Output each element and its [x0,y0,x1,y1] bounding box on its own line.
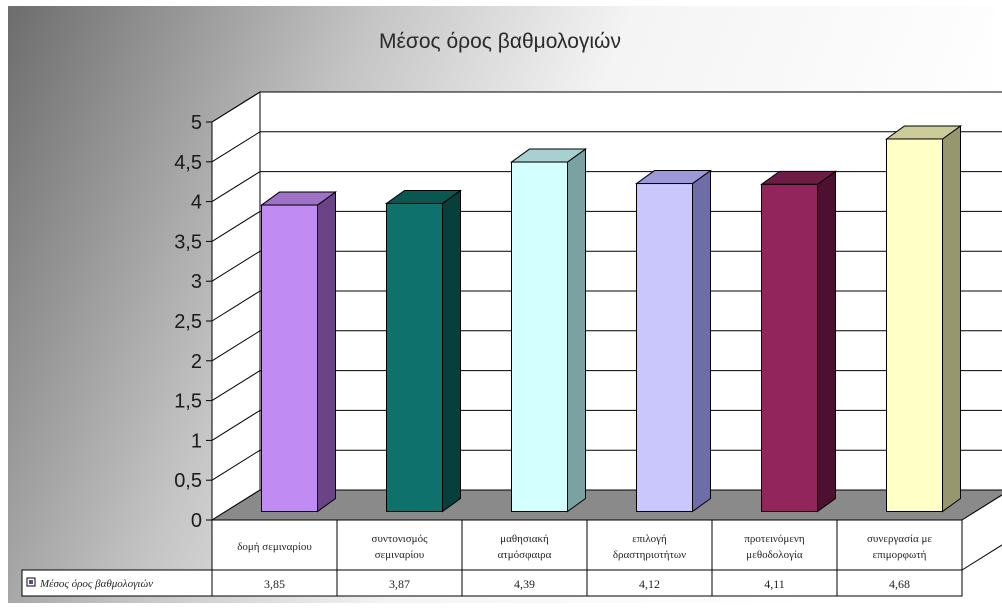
value-label: 4,39 [514,577,535,591]
category-label: δομή σεμιναρίου [237,541,312,553]
bar-front [886,138,943,513]
bar-front [761,183,818,512]
chart-title: Μέσος όρος βαθμολογιών [379,30,621,53]
bar-4 [634,169,713,513]
gridline-side [211,290,261,322]
bar-front [386,202,443,512]
bar-side [817,170,836,513]
gridline-side [211,370,261,402]
bar-front [511,161,568,512]
bar-1 [259,191,338,513]
category-label: συντονισμός [372,533,429,545]
category-label: επιλογή [632,533,667,545]
category-label: προτεινόμενη [744,533,805,545]
gridline-side [211,250,261,282]
series-name: Μέσος όρος βαθμολογιών [39,578,153,590]
y-tick-label: 0,5 [174,470,202,492]
category-label: σεμιναρίου [375,549,425,561]
category-label: δραστηριοτήτων [613,549,686,561]
y-tick-label: 3 [191,271,202,293]
category-label: ατμόσφαιρα [498,549,552,561]
value-label: 4,12 [639,577,660,591]
value-label: 4,11 [764,577,785,591]
y-axis: 0 0,5 1 1,5 2 2,5 3 3,5 4 4,5 5 [174,112,213,532]
category-label: μαθησιακή [500,533,549,545]
gridline-side [211,330,261,362]
y-tick-label: 5 [191,112,202,134]
gridline-side [211,131,261,163]
legend-key-fill [29,580,33,584]
category-label: συνεργασία με [867,533,932,545]
y-tick-label: 1 [191,430,202,452]
category-label: μεθοδολογία [746,549,803,561]
category-label: επιμορφωτή [873,549,927,561]
value-label: 3,87 [389,577,410,591]
gridline-side [211,91,261,123]
data-table: Μέσος όρος βαθμολογιών δομή σεμιναρίου 3,8… [21,494,1002,597]
y-tick-label: 2,5 [174,311,202,333]
gridline-side [211,409,261,441]
gridline-side [211,210,261,242]
y-tick-label: 4 [191,192,202,214]
bar-front [261,204,318,512]
bar-3 [509,148,588,513]
bar-side [692,169,711,513]
y-tick-label: 1,5 [174,391,202,413]
y-tick-label: 0 [191,510,202,532]
value-label: 4,68 [889,577,910,591]
bar-front [636,183,693,512]
table-value-row [21,569,963,597]
bar-side [942,124,961,513]
value-label: 3,85 [264,577,285,591]
bar-6 [884,124,963,513]
y-tick-label: 2 [191,351,202,373]
bar-5 [759,170,838,513]
gridlines [211,91,1002,481]
table-edge [961,494,1002,571]
y-tick-label: 3,5 [174,231,202,253]
bar-side [442,189,461,513]
bar-side [567,148,586,513]
gridline-side [211,449,261,481]
gridline-side [211,171,261,203]
bar-2 [384,189,463,513]
bar-side [317,191,336,513]
bar-series [259,124,963,513]
y-tick-label: 4,5 [174,152,202,174]
